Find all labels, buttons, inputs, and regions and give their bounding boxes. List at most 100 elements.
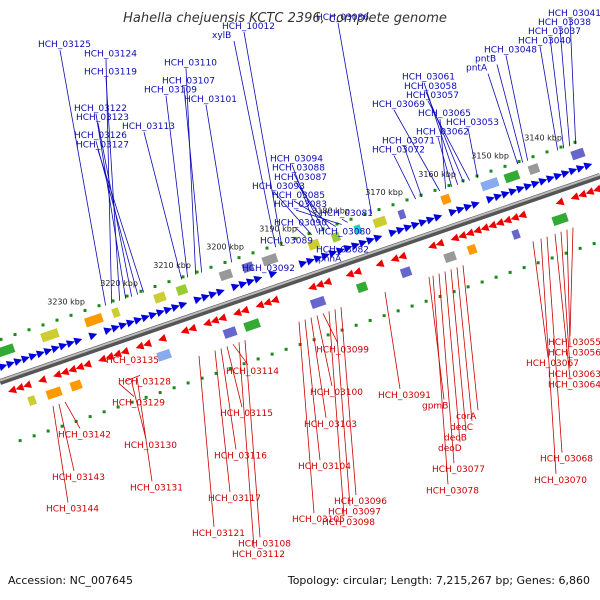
bottom-gene-label: HCH_03056 xyxy=(548,349,600,359)
bottom-gene-label: HCH_03100 xyxy=(310,388,363,398)
plus-gene-arrow xyxy=(508,188,518,196)
label-leader-lines xyxy=(52,18,577,549)
feature-block-bottom xyxy=(309,295,327,309)
bottom-track-dot xyxy=(354,323,358,327)
plus-gene-arrow xyxy=(155,309,165,318)
plus-gene-arrow xyxy=(553,172,563,181)
bottom-leader-line xyxy=(540,238,557,474)
plus-gene-arrow xyxy=(305,257,315,266)
top-gene-label: HCH_03083 xyxy=(274,200,327,210)
bottom-gene-label: HCH_03091 xyxy=(378,391,431,401)
bottom-gene-label: HCH_03128 xyxy=(118,377,171,387)
bottom-gene-label: HCH_03105 xyxy=(292,515,345,525)
top-gene-label: HCH_03127 xyxy=(76,140,129,150)
minus-gene-arrow xyxy=(390,254,400,262)
minus-gene-arrow xyxy=(60,367,70,376)
top-leader-line xyxy=(295,182,330,229)
minus-gene-arrow xyxy=(203,318,212,327)
plus-gene-arrow xyxy=(583,162,593,171)
bottom-track-dot xyxy=(214,371,218,375)
plus-gene-arrow xyxy=(118,322,128,330)
top-track-dot xyxy=(139,289,143,293)
top-track-dot xyxy=(335,222,339,226)
minus-gene-arrow xyxy=(375,259,385,267)
feature-block-top xyxy=(503,169,521,184)
plus-gene-arrow xyxy=(575,165,585,173)
kbp-tick-label: 3200 kbp xyxy=(206,243,244,252)
feature-block-bottom xyxy=(551,212,569,227)
minus-gene-arrow xyxy=(263,297,272,306)
plus-gene-arrow xyxy=(215,288,225,297)
top-leader-line xyxy=(569,18,577,145)
minus-gene-arrow xyxy=(120,346,130,355)
plus-gene-arrow xyxy=(43,348,53,356)
plus-gene-arrow xyxy=(0,363,8,372)
minus-gene-arrow xyxy=(68,364,77,373)
bottom-gene-label: corA xyxy=(456,412,477,422)
feature-block-top xyxy=(241,261,255,274)
top-leader-line xyxy=(549,37,565,149)
bottom-track-dot xyxy=(438,294,442,298)
top-leader-line xyxy=(393,109,441,192)
top-gene-label: HCH_03057 xyxy=(406,91,459,101)
bottom-leader-line xyxy=(334,309,351,506)
top-gene-label: HCH_10012 xyxy=(222,22,275,32)
feature-block-bottom xyxy=(69,379,83,392)
plus-gene-arrow xyxy=(515,185,525,194)
feature-block-top xyxy=(570,147,586,161)
feature-block-top xyxy=(397,209,407,220)
bottom-gene-label: HCH_03077 xyxy=(432,465,485,475)
top-gene-label: HCH_03088 xyxy=(272,164,325,174)
bottom-track-dot xyxy=(284,347,288,351)
bottom-track-dot xyxy=(592,242,596,246)
top-track-dot xyxy=(489,169,493,173)
plus-gene-arrow xyxy=(178,301,188,310)
minus-gene-arrow xyxy=(345,269,355,278)
top-leader-line xyxy=(539,46,559,151)
top-leader-line xyxy=(183,86,203,273)
bottom-track-dot xyxy=(102,410,106,414)
plus-gene-arrow xyxy=(335,247,345,256)
bottom-gene-label: HCH_03067 xyxy=(526,359,579,369)
top-gene-label: HCH_03082 xyxy=(316,246,369,256)
plus-gene-arrow xyxy=(410,221,420,230)
top-track-dot xyxy=(27,328,31,332)
plus-gene-arrow xyxy=(238,281,248,289)
plus-gene-arrow xyxy=(193,296,203,305)
bottom-leader-line xyxy=(569,227,574,337)
minus-gene-arrow xyxy=(143,339,152,347)
kbp-tick-label: 3190 kbp xyxy=(259,225,297,234)
bottom-gene-label: HCH_03078 xyxy=(426,486,479,496)
minus-gene-arrow xyxy=(578,189,587,198)
gene-tracks xyxy=(0,140,600,443)
bottom-leader-line xyxy=(340,307,357,496)
top-track-dot xyxy=(153,284,157,288)
bottom-leader-line xyxy=(432,275,449,485)
bottom-track-dot xyxy=(116,405,120,409)
top-leader-line xyxy=(105,59,113,304)
bottom-gene-label: deoC xyxy=(450,423,473,433)
plus-gene-arrow xyxy=(50,345,60,354)
feature-block-bottom xyxy=(222,326,238,339)
feature-block-bottom xyxy=(443,250,457,264)
top-leader-line xyxy=(97,150,145,293)
bottom-leader-line xyxy=(124,375,141,382)
feature-block-bottom xyxy=(511,229,521,240)
minus-gene-arrow xyxy=(323,277,332,285)
bottom-track-dot xyxy=(452,290,456,294)
top-gene-label: pntA xyxy=(466,64,488,74)
bottom-leader-line xyxy=(328,311,345,517)
feature-block-top xyxy=(175,283,189,296)
genome-backbone xyxy=(0,173,600,385)
top-gene-label: HCH_03101 xyxy=(184,95,237,105)
plus-gene-arrow xyxy=(28,353,38,361)
bottom-track-dot xyxy=(172,386,176,390)
bottom-gene-label: deoD xyxy=(438,444,462,454)
plus-gene-arrow xyxy=(35,350,45,359)
plus-gene-arrow xyxy=(320,252,330,261)
plus-gene-arrow xyxy=(388,229,398,238)
top-leader-line xyxy=(341,218,348,223)
top-gene-label: HCH_03071 xyxy=(382,136,435,146)
bottom-gene-label: HCH_03055 xyxy=(548,338,600,348)
